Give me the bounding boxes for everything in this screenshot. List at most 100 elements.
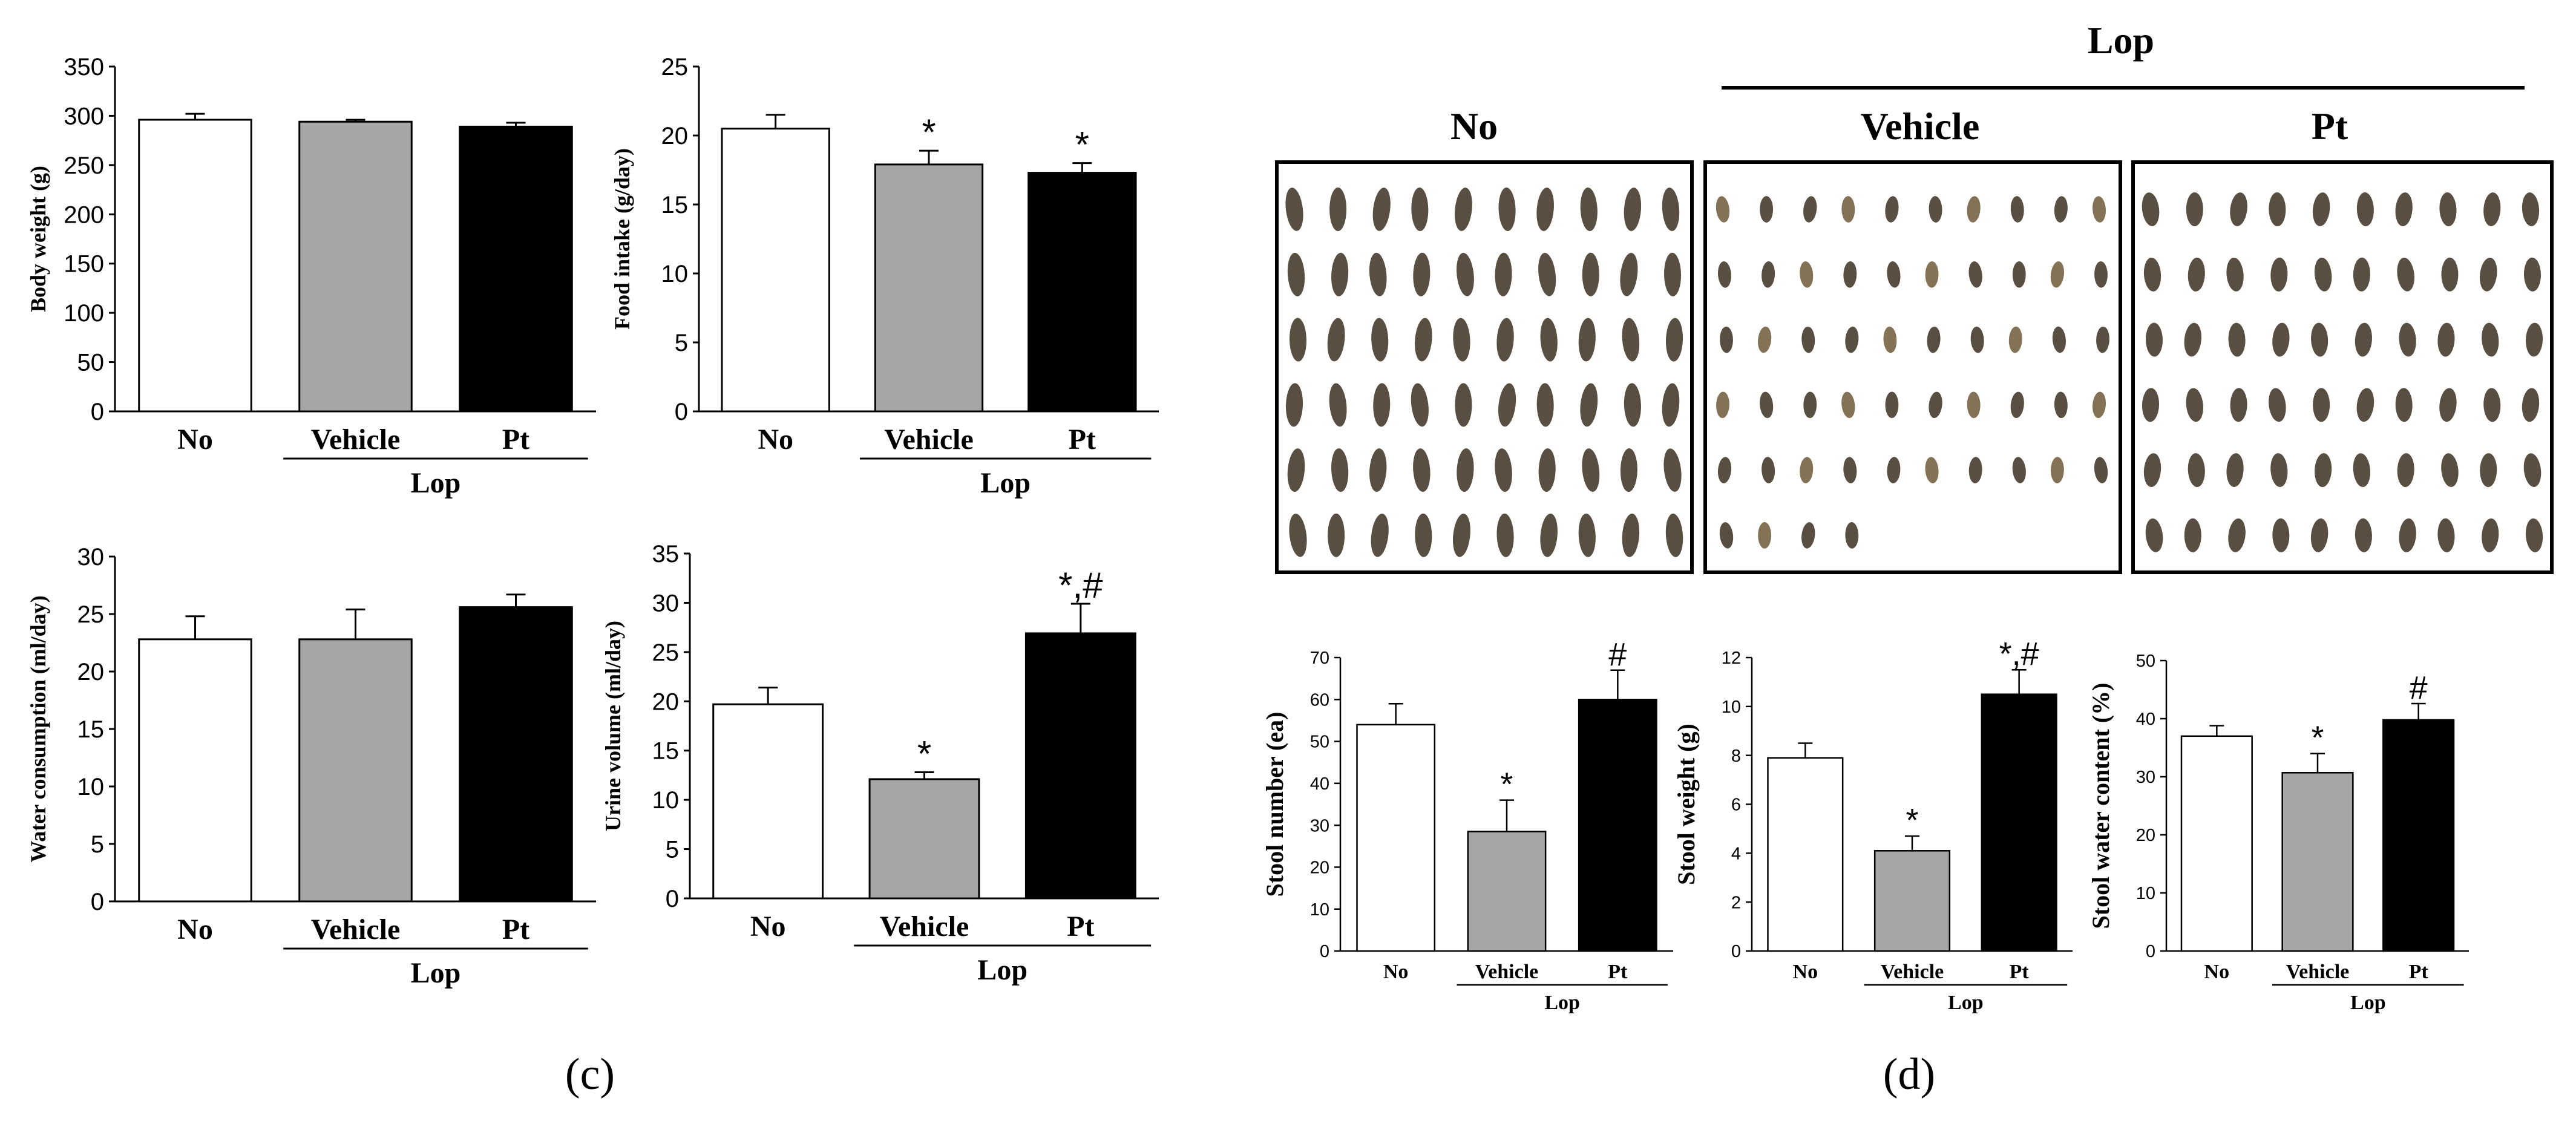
stool-pellet bbox=[1413, 252, 1431, 296]
stool-photos bbox=[1275, 160, 2554, 574]
stool-pellet bbox=[1496, 318, 1514, 362]
stool-pellet bbox=[1967, 196, 1981, 223]
stool-pellet bbox=[1415, 318, 1432, 362]
stool-pellet bbox=[1968, 261, 1982, 288]
stool-pellet bbox=[1843, 457, 1857, 483]
photo-frame-pt bbox=[2131, 160, 2554, 574]
stool-pellet bbox=[1929, 391, 1942, 419]
food_intake-category-vehicle: Vehicle bbox=[884, 423, 974, 456]
stool-pellet bbox=[1457, 448, 1474, 492]
stool_water_content-ytick-label-1: 10 bbox=[2136, 884, 2155, 903]
stool-pellet bbox=[1803, 196, 1817, 223]
body_weight-ytick-label-6: 300 bbox=[64, 103, 104, 129]
stool-pellet bbox=[1285, 188, 1303, 231]
stool-pellet bbox=[2523, 453, 2542, 487]
stool-pellet bbox=[1719, 522, 1734, 549]
stool-pellet bbox=[2437, 518, 2455, 552]
stool_water_content-bar-pt bbox=[2382, 719, 2455, 952]
stool-pellet bbox=[1887, 261, 1901, 288]
stool_weight-bar-pt bbox=[1981, 693, 2057, 952]
stool-pellet bbox=[1453, 514, 1470, 557]
panel-label-d: (d) bbox=[1883, 1050, 1935, 1099]
food_intake-ylabel: Food intake (g/day) bbox=[610, 148, 634, 330]
stool-pellet bbox=[2188, 453, 2205, 488]
stool-pellet bbox=[1411, 383, 1429, 427]
urine_volume-bar-no bbox=[712, 703, 824, 900]
stool_number-ytick-label-0: 0 bbox=[1320, 942, 1329, 961]
stool-pellet bbox=[1841, 391, 1855, 419]
stool-pellet bbox=[1624, 188, 1642, 231]
photo-title-vehicle: Vehicle bbox=[1861, 105, 1980, 148]
body_weight-bar-vehicle bbox=[298, 120, 413, 413]
body_weight-bar-no bbox=[138, 119, 252, 413]
stool-pellet bbox=[2395, 192, 2413, 226]
stool_weight-ytick-label-4: 8 bbox=[1731, 747, 1741, 766]
stool-pellet bbox=[2311, 322, 2329, 357]
stool-pellet bbox=[2143, 257, 2161, 292]
food_intake-bar-vehicle bbox=[874, 163, 984, 413]
stool-pellet bbox=[1329, 188, 1347, 231]
panel-label-c: (c) bbox=[565, 1050, 615, 1099]
body_weight-ytick-label-3: 150 bbox=[64, 251, 104, 278]
water_consumption-category-no: No bbox=[177, 913, 213, 946]
stool_water_content-category-no: No bbox=[2204, 961, 2230, 983]
stool-pellet bbox=[1498, 188, 1516, 231]
stool_water_content-ytick-label-4: 40 bbox=[2136, 710, 2155, 729]
stool-pellet bbox=[1413, 448, 1431, 492]
stool-pellet bbox=[1970, 326, 1984, 353]
stool-pellet bbox=[1287, 252, 1305, 296]
stool-pellet bbox=[2094, 457, 2108, 483]
stool_weight-ytick-label-0: 0 bbox=[1731, 942, 1741, 961]
stool_water_content-category-pt: Pt bbox=[2409, 961, 2429, 983]
stool-pellet bbox=[1580, 188, 1598, 231]
stool-pellet bbox=[2228, 322, 2246, 357]
chart-urine_volume: 0 5 10 15 20 25 30 35 Urine volume (ml/day) No * Ve… bbox=[601, 541, 1159, 986]
stool_weight-ylabel: Stool weight (g) bbox=[1673, 724, 1700, 885]
urine_volume-ylabel: Urine volume (ml/day) bbox=[601, 621, 625, 831]
stool-pellet bbox=[2012, 261, 2026, 288]
stool-pellet bbox=[2482, 322, 2499, 357]
stool-pellet bbox=[1662, 383, 1680, 427]
stool-pellet bbox=[1538, 253, 1556, 296]
stool_number-bar-pt bbox=[1578, 699, 1657, 952]
water_consumption-ytick-label-1: 5 bbox=[91, 831, 104, 858]
stool-pellet bbox=[1758, 522, 1772, 549]
chart-stool_number: 0 10 20 30 40 50 60 70 Stool number (ea) No * Vehic… bbox=[1261, 636, 1673, 1014]
stool-pellet bbox=[2479, 257, 2497, 292]
stool-pellet bbox=[2483, 388, 2501, 422]
water_consumption-bar-no bbox=[138, 638, 252, 903]
stool-pellet bbox=[2397, 257, 2414, 292]
lop-header-label: Lop bbox=[2088, 19, 2154, 62]
body_weight-bar-pt bbox=[459, 125, 573, 413]
stool-pellet bbox=[1415, 513, 1432, 557]
stool-pellet bbox=[1369, 252, 1387, 296]
stool-pellet bbox=[1885, 391, 1899, 419]
stool-pellet bbox=[1328, 513, 1345, 557]
body_weight-category-pt: Pt bbox=[502, 423, 529, 456]
body_weight-ytick-label-4: 200 bbox=[64, 201, 104, 228]
stool-pellet bbox=[1540, 514, 1558, 557]
stool-pellet bbox=[2186, 388, 2204, 422]
food_intake-ytick-label-2: 10 bbox=[661, 261, 689, 287]
stool_number-category-no: No bbox=[1383, 961, 1409, 983]
water_consumption-ytick-label-6: 30 bbox=[77, 544, 105, 570]
stool-pellet bbox=[2482, 518, 2499, 552]
stool-pellet bbox=[1287, 448, 1305, 492]
urine_volume-ytick-label-7: 35 bbox=[652, 541, 680, 567]
stool-pellet bbox=[2272, 518, 2290, 552]
stool-pellet bbox=[1925, 261, 1939, 288]
urine_volume-sig-pt: *,# bbox=[1058, 565, 1103, 606]
stool-pellet bbox=[1762, 457, 1775, 483]
stool-pellet bbox=[2010, 196, 2024, 223]
stool-pellet bbox=[2269, 388, 2286, 422]
stool-pellet bbox=[1885, 196, 1899, 223]
stool-pellet bbox=[1800, 457, 1814, 483]
stool-pellet bbox=[1803, 391, 1817, 419]
chart-water_consumption: 0 5 10 15 20 25 30 Water consumption (ml/day) No… bbox=[26, 544, 596, 989]
stool-pellet bbox=[2145, 322, 2163, 357]
stool-pellet bbox=[1662, 188, 1680, 231]
stool_number-bar-vehicle bbox=[1467, 831, 1547, 952]
stool-pellet bbox=[1760, 196, 1774, 223]
stool-pellet bbox=[2145, 518, 2163, 552]
body_weight-ytick-label-7: 350 bbox=[64, 54, 104, 80]
